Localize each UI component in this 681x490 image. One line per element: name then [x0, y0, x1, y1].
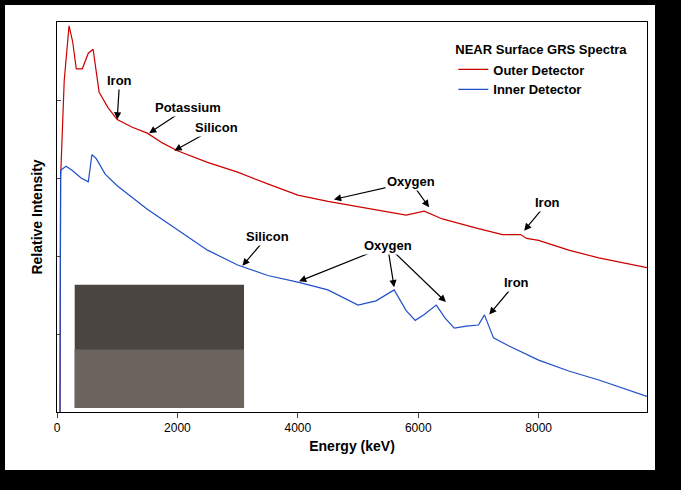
- svg-text:4000: 4000: [284, 421, 311, 435]
- svg-text:Relative Intensity: Relative Intensity: [29, 159, 45, 274]
- svg-text:Energy (keV): Energy (keV): [309, 438, 395, 454]
- svg-text:Silicon: Silicon: [195, 120, 238, 135]
- svg-text:Iron: Iron: [535, 195, 560, 210]
- svg-text:Iron: Iron: [504, 275, 529, 290]
- svg-text:Oxygen: Oxygen: [387, 174, 435, 189]
- svg-text:6000: 6000: [405, 421, 432, 435]
- svg-text:Oxygen: Oxygen: [364, 238, 412, 253]
- svg-text:Potassium: Potassium: [155, 100, 221, 115]
- svg-text:Inner Detector: Inner Detector: [493, 82, 581, 97]
- svg-text:2000: 2000: [164, 421, 191, 435]
- svg-text:NEAR Surface GRS Spectra: NEAR Surface GRS Spectra: [455, 43, 627, 58]
- svg-text:Outer Detector: Outer Detector: [493, 63, 584, 78]
- svg-text:8000: 8000: [525, 421, 552, 435]
- svg-text:Silicon: Silicon: [246, 229, 289, 244]
- svg-text:Iron: Iron: [107, 73, 132, 88]
- svg-text:0: 0: [54, 421, 61, 435]
